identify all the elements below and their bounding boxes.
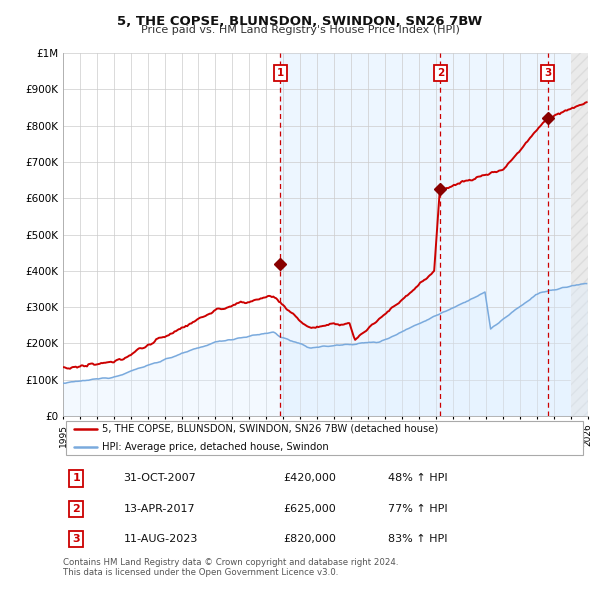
Text: 5, THE COPSE, BLUNSDON, SWINDON, SN26 7BW: 5, THE COPSE, BLUNSDON, SWINDON, SN26 7B… — [118, 15, 482, 28]
Text: £420,000: £420,000 — [284, 474, 337, 483]
Text: Price paid vs. HM Land Registry's House Price Index (HPI): Price paid vs. HM Land Registry's House … — [140, 25, 460, 35]
Text: 83% ↑ HPI: 83% ↑ HPI — [389, 534, 448, 544]
Text: 77% ↑ HPI: 77% ↑ HPI — [389, 504, 448, 514]
Text: Contains HM Land Registry data © Crown copyright and database right 2024.: Contains HM Land Registry data © Crown c… — [63, 558, 398, 566]
Text: 2: 2 — [72, 504, 80, 514]
FancyBboxPatch shape — [65, 421, 583, 455]
Bar — [571, 53, 600, 416]
Text: 3: 3 — [73, 534, 80, 544]
Text: £625,000: £625,000 — [284, 504, 336, 514]
Text: 11-AUG-2023: 11-AUG-2023 — [124, 534, 198, 544]
Text: 3: 3 — [544, 68, 551, 78]
Text: 1: 1 — [72, 474, 80, 483]
Bar — [571, 53, 600, 416]
Bar — [280, 53, 600, 416]
Text: £820,000: £820,000 — [284, 534, 337, 544]
Text: This data is licensed under the Open Government Licence v3.0.: This data is licensed under the Open Gov… — [63, 568, 338, 576]
Text: 31-OCT-2007: 31-OCT-2007 — [124, 474, 196, 483]
Text: 13-APR-2017: 13-APR-2017 — [124, 504, 195, 514]
Text: 48% ↑ HPI: 48% ↑ HPI — [389, 474, 448, 483]
Text: 5, THE COPSE, BLUNSDON, SWINDON, SN26 7BW (detached house): 5, THE COPSE, BLUNSDON, SWINDON, SN26 7B… — [103, 424, 439, 434]
Text: 2: 2 — [437, 68, 444, 78]
Text: 1: 1 — [277, 68, 284, 78]
Text: HPI: Average price, detached house, Swindon: HPI: Average price, detached house, Swin… — [103, 442, 329, 453]
